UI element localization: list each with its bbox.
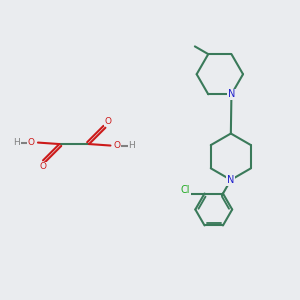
Text: O: O [105,117,112,126]
Text: O: O [113,141,121,150]
Text: N: N [228,89,235,99]
Text: H: H [128,141,135,150]
Text: O: O [28,138,35,147]
Text: N: N [227,175,235,185]
Text: H: H [13,138,20,147]
Text: Cl: Cl [181,185,190,195]
Text: O: O [40,162,46,171]
